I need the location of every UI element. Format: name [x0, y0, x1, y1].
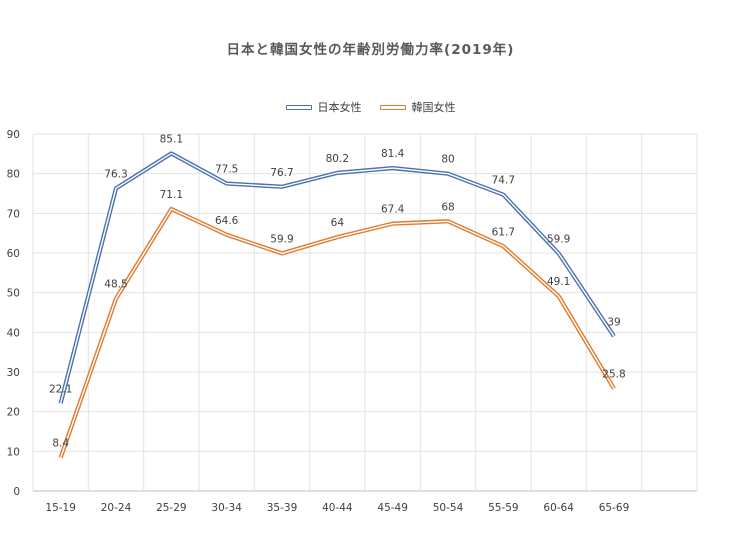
data-label-1-7: 68: [441, 201, 454, 213]
data-label-0-3: 77.5: [215, 164, 238, 176]
legend-swatch-japan: [285, 104, 312, 110]
data-label-1-2: 71.1: [160, 189, 183, 201]
y-tick-label: 40: [7, 327, 20, 339]
data-label-0-7: 80: [441, 154, 454, 166]
data-label-1-4: 59.9: [270, 233, 293, 245]
data-label-1-10: 25.8: [602, 369, 625, 381]
y-tick-label: 90: [7, 129, 20, 141]
data-label-1-0: 8.4: [52, 438, 69, 450]
y-tick-label: 10: [7, 446, 20, 458]
x-tick-label: 35-39: [267, 502, 298, 514]
data-label-1-8: 61.7: [492, 226, 515, 238]
x-tick-label: 55-59: [488, 502, 519, 514]
y-tick-label: 50: [7, 288, 20, 300]
data-label-0-8: 74.7: [492, 175, 515, 187]
data-label-1-3: 64.6: [215, 215, 239, 227]
legend-swatch-korea: [379, 104, 406, 110]
legend-label-korea: 韓国女性: [411, 101, 456, 114]
x-tick-label: 65-69: [599, 502, 630, 514]
x-tick-label: 25-29: [156, 502, 187, 514]
data-label-1-5: 64: [331, 217, 345, 229]
chart-title: 日本と韓国女性の年齢別労働力率(2019年): [226, 42, 515, 58]
x-tick-label: 50-54: [433, 502, 464, 514]
y-tick-label: 30: [7, 367, 20, 379]
series-line-core-1: [60, 208, 615, 458]
series-line-core-0: [59, 152, 615, 404]
legend-item-korea: 韓国女性: [379, 99, 456, 115]
y-tick-label: 80: [7, 169, 20, 181]
legend-label-japan: 日本女性: [317, 101, 362, 114]
x-tick-label: 20-24: [101, 502, 132, 514]
data-label-1-1: 48.5: [104, 279, 127, 291]
y-tick-label: 0: [13, 486, 20, 498]
data-label-1-9: 49.1: [547, 276, 570, 288]
x-tick-label: 40-44: [322, 502, 353, 514]
y-tick-label: 20: [7, 407, 20, 419]
x-tick-label: 30-34: [211, 502, 242, 514]
data-label-0-10: 39: [607, 316, 620, 328]
x-tick-label: 15-19: [45, 502, 76, 514]
data-label-0-6: 81.4: [381, 148, 405, 160]
legend: 日本女性 韓国女性: [0, 99, 741, 115]
data-label-0-9: 59.9: [547, 233, 570, 245]
data-label-0-0: 22.1: [49, 383, 72, 395]
data-label-1-6: 67.4: [381, 204, 405, 216]
data-label-0-4: 76.7: [270, 167, 293, 179]
y-tick-label: 60: [7, 248, 20, 260]
y-tick-label: 70: [7, 208, 20, 220]
data-label-0-1: 76.3: [104, 168, 127, 180]
data-label-0-2: 85.1: [160, 133, 183, 145]
data-label-0-5: 80.2: [326, 153, 349, 165]
x-tick-label: 60-64: [543, 502, 574, 514]
legend-item-japan: 日本女性: [285, 99, 362, 115]
x-tick-label: 45-49: [377, 502, 408, 514]
